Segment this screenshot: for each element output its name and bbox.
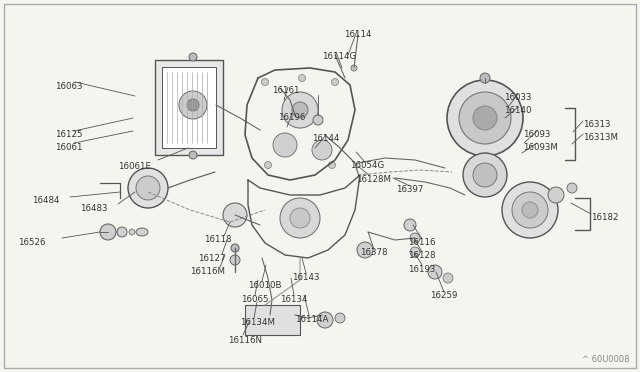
Text: 16114A: 16114A — [295, 315, 328, 324]
Circle shape — [129, 229, 135, 235]
Text: 16378: 16378 — [360, 248, 387, 257]
Circle shape — [230, 255, 240, 265]
Text: 16134: 16134 — [280, 295, 307, 304]
Text: 16397: 16397 — [396, 185, 424, 194]
Circle shape — [273, 133, 297, 157]
Circle shape — [280, 198, 320, 238]
Circle shape — [313, 115, 323, 125]
Bar — [155, 60, 223, 155]
Circle shape — [290, 208, 310, 228]
Text: 16143: 16143 — [292, 273, 319, 282]
Text: 16259: 16259 — [430, 291, 458, 300]
Bar — [245, 305, 300, 335]
Circle shape — [298, 74, 305, 81]
Circle shape — [357, 242, 373, 258]
Text: 16114G: 16114G — [322, 52, 356, 61]
Circle shape — [187, 99, 199, 111]
Circle shape — [292, 102, 308, 118]
Circle shape — [128, 168, 168, 208]
Text: 16484: 16484 — [32, 196, 60, 205]
Text: 16061E: 16061E — [118, 162, 151, 171]
Circle shape — [117, 227, 127, 237]
Circle shape — [317, 312, 333, 328]
Circle shape — [231, 244, 239, 252]
Text: ^ 60U0008: ^ 60U0008 — [582, 355, 630, 364]
Text: 16128M: 16128M — [356, 175, 391, 184]
Text: 16144: 16144 — [312, 134, 339, 143]
Text: 16125: 16125 — [55, 130, 83, 139]
Text: 16114: 16114 — [344, 30, 371, 39]
Text: 16161: 16161 — [272, 86, 300, 95]
Circle shape — [189, 151, 197, 159]
Text: 16313: 16313 — [583, 120, 611, 129]
Circle shape — [548, 187, 564, 203]
Circle shape — [480, 73, 490, 83]
Text: 16063: 16063 — [55, 82, 83, 91]
Text: 16134M: 16134M — [240, 318, 275, 327]
Text: 16065: 16065 — [241, 295, 269, 304]
Text: 16196: 16196 — [278, 113, 305, 122]
Text: 16093M: 16093M — [523, 143, 558, 152]
Text: 16010B: 16010B — [248, 281, 282, 290]
Circle shape — [473, 163, 497, 187]
Text: 16193: 16193 — [408, 265, 435, 274]
Text: 16116M: 16116M — [190, 267, 225, 276]
Text: 16128: 16128 — [408, 251, 435, 260]
Circle shape — [502, 182, 558, 238]
Circle shape — [428, 265, 442, 279]
Circle shape — [459, 92, 511, 144]
Circle shape — [404, 219, 416, 231]
Circle shape — [473, 106, 497, 130]
Circle shape — [463, 153, 507, 197]
Text: 16033: 16033 — [504, 93, 531, 102]
Circle shape — [328, 161, 335, 169]
Text: 16127: 16127 — [198, 254, 225, 263]
Text: 16483: 16483 — [80, 204, 108, 213]
Circle shape — [179, 91, 207, 119]
Circle shape — [567, 183, 577, 193]
Circle shape — [443, 273, 453, 283]
Text: 16313M: 16313M — [583, 133, 618, 142]
Text: 16118: 16118 — [204, 235, 232, 244]
Text: 16093: 16093 — [523, 130, 550, 139]
Circle shape — [264, 161, 271, 169]
Bar — [162, 67, 216, 148]
Circle shape — [335, 313, 345, 323]
Circle shape — [223, 203, 247, 227]
Text: 16054G: 16054G — [350, 161, 384, 170]
Text: 16182: 16182 — [591, 213, 618, 222]
Ellipse shape — [136, 228, 148, 236]
Circle shape — [100, 224, 116, 240]
Circle shape — [522, 202, 538, 218]
Text: 16140: 16140 — [504, 106, 531, 115]
Text: 16061: 16061 — [55, 143, 83, 152]
Circle shape — [189, 53, 197, 61]
Text: 16116N: 16116N — [228, 336, 262, 345]
Circle shape — [447, 80, 523, 156]
Circle shape — [282, 92, 318, 128]
Circle shape — [410, 233, 420, 243]
Text: 16526: 16526 — [18, 238, 45, 247]
Circle shape — [262, 78, 269, 86]
Circle shape — [332, 78, 339, 86]
Circle shape — [136, 176, 160, 200]
Circle shape — [312, 140, 332, 160]
Circle shape — [512, 192, 548, 228]
Text: 16116: 16116 — [408, 238, 435, 247]
Circle shape — [410, 247, 420, 257]
Circle shape — [351, 65, 357, 71]
